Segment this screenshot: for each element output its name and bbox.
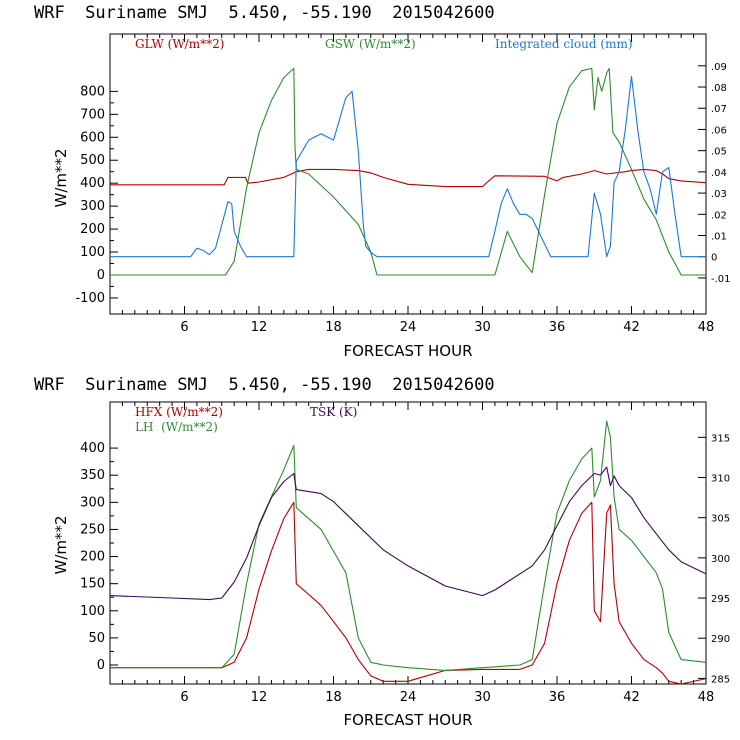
- chart-2-rtick-label: 285: [711, 674, 730, 685]
- chart-2-ytick-label: 200: [80, 550, 105, 565]
- chart-1-title: WRF Suriname SMJ 5.450, -55.190 20150426…: [34, 3, 495, 23]
- chart-2-ytick-label: 150: [80, 577, 105, 592]
- chart-1-ytick-label: 800: [80, 84, 105, 99]
- chart-2-ytick-label: 0: [97, 658, 105, 673]
- chart-2-rtick-label: 300: [711, 554, 730, 565]
- chart-2: WRF Suriname SMJ 5.450, -55.190 20150426…: [34, 375, 730, 729]
- chart-2-ytick-label: 50: [88, 631, 105, 646]
- chart-2-xlabel: FORECAST HOUR: [343, 711, 472, 729]
- chart-2-legend-tsk: TSK (K): [310, 405, 357, 419]
- chart-1-series-glw-line: [110, 168, 707, 188]
- chart-1-xtick-label: 6: [180, 320, 188, 335]
- chart-1-ytick-label: 300: [80, 199, 105, 214]
- chart-2-series-lh-line: [110, 420, 707, 671]
- chart-1-rtick-label: .04: [711, 168, 727, 179]
- chart-1-ytick-label: 600: [80, 130, 105, 145]
- chart-2-series-hfx-line: [110, 501, 707, 685]
- chart-1-rtick-label: .06: [711, 125, 727, 136]
- chart-2-xtick-label: 48: [698, 690, 715, 705]
- chart-1-ticks: 6 12 18 24 30 36 42 48 800 700 600 500 400 300 200 100 0…: [75, 34, 731, 335]
- chart-1-plot-frame: [109, 33, 707, 315]
- chart-2-rtick-label: 305: [711, 514, 730, 525]
- chart-2-legend-lh: LH (W/m**2): [135, 420, 218, 434]
- chart-1-series: [110, 67, 707, 276]
- chart-2-legend-hfx: HFX (W/m**2): [135, 405, 223, 419]
- chart-1: WRF Suriname SMJ 5.450, -55.190 20150426…: [34, 3, 731, 360]
- chart-1-rtick-label: -.01: [711, 274, 731, 285]
- chart-1-xtick-label: 42: [623, 320, 640, 335]
- chart-1-rtick-label: .02: [711, 210, 727, 221]
- chart-1-xlabel: FORECAST HOUR: [343, 342, 472, 360]
- chart-1-xtick-label: 24: [400, 320, 417, 335]
- chart-1-ytick-label: 700: [80, 107, 105, 122]
- chart-2-ytick-label: 400: [80, 441, 105, 456]
- chart-1-legend-glw: GLW (W/m**2): [135, 37, 224, 51]
- chart-1-ytick-label: 0: [97, 268, 105, 283]
- chart-1-ytick-label: -100: [75, 291, 105, 306]
- chart-2-series: [109, 420, 707, 685]
- chart-1-ylabel: W/m**2: [52, 148, 70, 207]
- chart-1-rtick-label: .01: [711, 232, 727, 243]
- chart-1-ytick-label: 400: [80, 176, 105, 191]
- chart-1-rtick-label: .05: [711, 147, 727, 158]
- chart-2-rtick-label: 290: [711, 634, 730, 645]
- chart-1-xtick-label: 48: [698, 320, 715, 335]
- chart-1-legend-gsw: GSW (W/m**2): [325, 37, 416, 51]
- chart-1-xtick-label: 30: [474, 320, 491, 335]
- chart-2-title: WRF Suriname SMJ 5.450, -55.190 20150426…: [34, 375, 495, 395]
- chart-2-rtick-label: 310: [711, 474, 730, 485]
- chart-2-xtick-label: 24: [400, 690, 417, 705]
- chart-1-ytick-label: 200: [80, 222, 105, 237]
- chart-1-ytick-label: 100: [80, 245, 105, 260]
- chart-1-ytick-label: 500: [80, 153, 105, 168]
- chart-2-ytick-label: 350: [80, 468, 105, 483]
- chart-2-ytick-label: 300: [80, 495, 105, 510]
- chart-1-rtick-label: .08: [711, 83, 727, 94]
- chart-1-legend-cloud: Integrated cloud (mm): [495, 37, 633, 51]
- chart-1-xtick-label: 18: [325, 320, 342, 335]
- chart-1-series-integrated-line: [110, 75, 706, 258]
- chart-2-ticks: 6 12 18 24 30 36 42 48 400 350 300 250 200 150 100 50 0 3…: [80, 402, 730, 705]
- chart-1-rtick-label: .03: [711, 189, 727, 200]
- chart-2-plot-frame: [109, 401, 707, 685]
- chart-1-xtick-label: 36: [549, 320, 566, 335]
- chart-2-rtick-label: 315: [711, 433, 730, 444]
- chart-2-xtick-label: 18: [325, 690, 342, 705]
- chart-1-rtick-label: .07: [711, 104, 727, 115]
- chart-2-rtick-label: 295: [711, 594, 730, 605]
- chart-2-xtick-label: 6: [180, 690, 188, 705]
- chart-2-xtick-label: 36: [549, 690, 566, 705]
- chart-1-rtick-label: 0: [711, 253, 717, 264]
- chart-1-rtick-label: .09: [711, 62, 727, 73]
- chart-2-series-tsk-line: [109, 466, 707, 601]
- chart-2-ytick-label: 100: [80, 604, 105, 619]
- chart-2-xtick-label: 30: [474, 690, 491, 705]
- chart-2-xtick-label: 42: [623, 690, 640, 705]
- chart-2-xtick-label: 12: [251, 690, 268, 705]
- chart-1-series-gsw-line: [110, 67, 706, 276]
- chart-1-xtick-label: 12: [251, 320, 268, 335]
- chart-2-ylabel: W/m**2: [52, 515, 70, 574]
- chart-2-ytick-label: 250: [80, 522, 105, 537]
